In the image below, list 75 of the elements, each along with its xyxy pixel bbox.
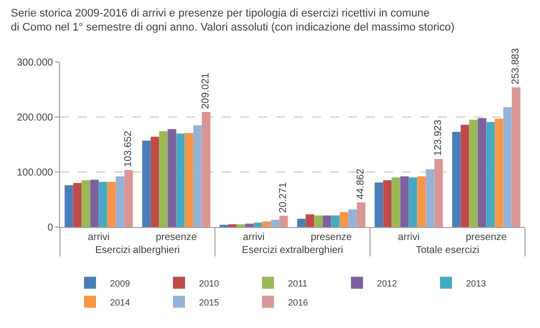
bar xyxy=(124,170,133,227)
bar xyxy=(460,124,470,227)
y-tick-label: 100.000 xyxy=(16,168,54,178)
bar xyxy=(254,222,262,227)
bar xyxy=(494,118,504,227)
x-tick-label: presenze xyxy=(156,232,198,243)
bar xyxy=(184,132,194,227)
bar xyxy=(176,134,185,227)
text: Totale esercizi xyxy=(416,245,480,256)
legend-label: 2013 xyxy=(466,278,486,288)
data-label: 20.271 xyxy=(278,182,290,213)
bar xyxy=(417,176,426,227)
data-label: 103.652 xyxy=(123,130,134,167)
bar xyxy=(400,176,409,227)
bar xyxy=(452,132,461,227)
legend-label: 2015 xyxy=(199,297,220,308)
bar xyxy=(478,118,486,227)
text: Esercizi extralberghieri xyxy=(242,245,344,256)
x-tick-label: arrivi xyxy=(242,232,265,243)
bar xyxy=(82,180,90,227)
bar xyxy=(193,125,202,227)
bar xyxy=(116,176,124,227)
bar xyxy=(512,87,520,227)
x-tick-label: arrivi xyxy=(88,232,110,243)
y-tick-label: 200.000 xyxy=(16,112,54,124)
bar xyxy=(228,224,237,227)
legend-label: 2011 xyxy=(288,278,308,288)
bar xyxy=(270,220,280,227)
bar xyxy=(374,182,384,227)
bar xyxy=(408,178,418,227)
data-label: 209.021 xyxy=(200,72,212,110)
bar xyxy=(434,158,443,227)
bar xyxy=(142,140,151,227)
bar xyxy=(469,120,478,227)
y-tick-label: 300.000 xyxy=(16,58,54,68)
bar xyxy=(426,169,434,227)
bar xyxy=(279,216,288,227)
bar xyxy=(150,136,160,227)
bar xyxy=(262,222,271,227)
x-tick-label: arrivi xyxy=(398,232,420,243)
text: Esercizi alberghieri xyxy=(95,245,180,256)
bar xyxy=(236,224,246,227)
bar xyxy=(306,214,314,227)
bar xyxy=(348,209,357,227)
data-label: 123.923 xyxy=(433,119,444,156)
bar xyxy=(340,212,348,227)
bar xyxy=(356,202,366,227)
data-label: 253.883 xyxy=(510,48,522,84)
bar xyxy=(159,131,168,227)
bar xyxy=(98,182,108,227)
legend-label: 2010 xyxy=(199,278,220,288)
bar xyxy=(90,180,99,227)
legend-label: 2009 xyxy=(110,278,130,288)
bar xyxy=(331,215,340,227)
bar xyxy=(314,215,323,227)
legend-label: 2014 xyxy=(110,297,130,308)
bar xyxy=(297,218,306,227)
bar xyxy=(107,182,116,227)
bar xyxy=(392,178,400,227)
x-tick-label: presenze xyxy=(310,232,352,243)
bar xyxy=(202,112,210,227)
chart-title: Serie storica 2009-2016 di arrivi e presenze per tipologia di esercizi ricettivi in comune di Como nel 1° semestre di ogni anno. Valori assoluti (con indicazione del massimo storico) xyxy=(10,7,455,34)
bar xyxy=(73,183,82,227)
bar xyxy=(486,122,495,227)
bar xyxy=(245,224,254,227)
legend-label: 2012 xyxy=(377,278,398,288)
y-tick-label: 0 xyxy=(47,222,54,234)
bar xyxy=(383,180,392,227)
legend-label: 2016 xyxy=(288,297,308,308)
bar xyxy=(168,129,176,227)
bar xyxy=(503,107,512,227)
bar xyxy=(64,185,74,227)
bar xyxy=(322,215,332,227)
x-tick-label: presenze xyxy=(466,232,508,243)
data-label: 44.862 xyxy=(356,168,367,200)
